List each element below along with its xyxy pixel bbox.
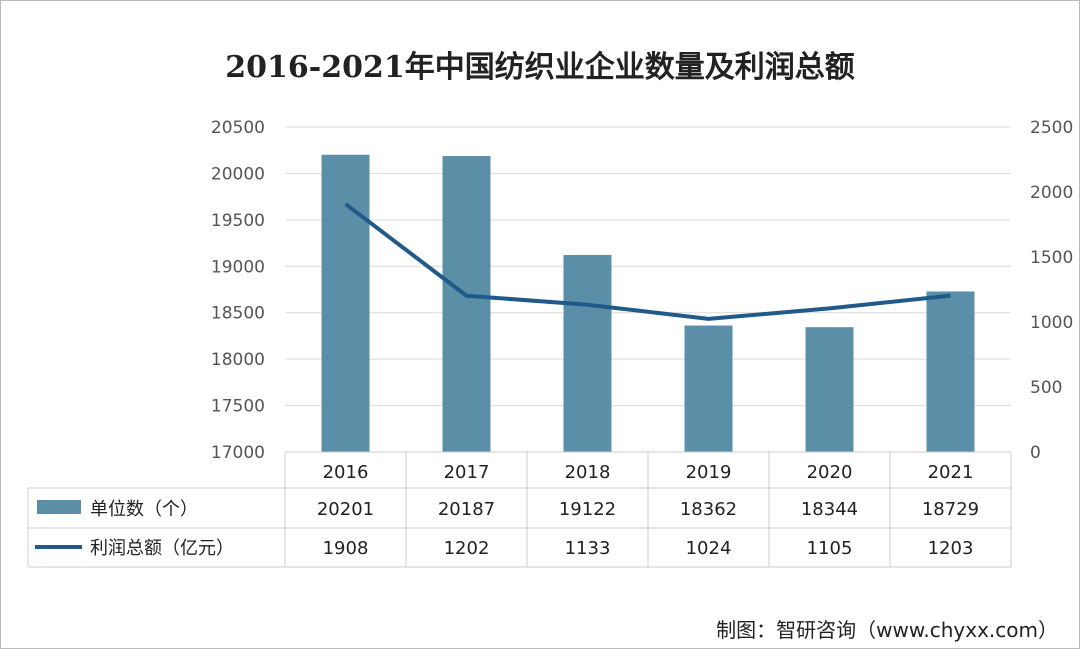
bar: [805, 327, 854, 452]
line-data-label: 1203: [928, 538, 974, 559]
category-label: 2018: [565, 462, 611, 483]
bar-data-label: 19122: [559, 499, 616, 520]
bar: [563, 254, 612, 452]
right-axis-tick: 1000: [1030, 313, 1073, 333]
source-credit: 制图：智研咨询（www.chyxx.com）: [716, 618, 1058, 642]
legend-bar-swatch: [37, 500, 81, 514]
right-axis-tick: 2000: [1030, 183, 1073, 203]
left-axis-tick: 17000: [211, 443, 265, 463]
bar-data-label: 20187: [438, 499, 495, 520]
bar-data-label: 18362: [680, 499, 737, 520]
bar-data-label: 20201: [317, 499, 374, 520]
bar: [926, 291, 975, 452]
line-data-label: 1024: [686, 538, 732, 559]
left-axis-tick: 17500: [211, 397, 265, 417]
line-data-label: 1202: [444, 538, 490, 559]
left-axis-tick: 18000: [211, 350, 265, 370]
category-label: 2021: [928, 462, 974, 483]
line-data-label: 1133: [565, 538, 611, 559]
legend-bar-label: 单位数（个）: [90, 499, 198, 520]
left-axis-tick: 18500: [211, 304, 265, 324]
category-label: 2019: [686, 462, 732, 483]
bar: [321, 154, 370, 452]
legend-line-label: 利润总额（亿元）: [90, 538, 234, 559]
bar: [684, 325, 733, 452]
left-axis-tick: 20000: [211, 164, 265, 184]
left-axis-tick: 20500: [211, 118, 265, 138]
bar-data-label: 18344: [801, 499, 858, 520]
right-axis-tick: 0: [1030, 443, 1041, 463]
right-axis-tick: 1500: [1030, 248, 1073, 268]
line-data-label: 1105: [807, 538, 853, 559]
category-label: 2017: [444, 462, 490, 483]
line-data-label: 1908: [323, 538, 369, 559]
right-axis-tick: 2500: [1030, 118, 1073, 138]
right-axis-tick: 500: [1030, 378, 1062, 398]
chart-title: 2016-2021年中国纺织业企业数量及利润总额: [225, 50, 855, 85]
left-axis-tick: 19500: [211, 211, 265, 231]
profit-line: [344, 202, 951, 321]
bar: [442, 156, 491, 453]
category-label: 2020: [807, 462, 853, 483]
left-axis-tick: 19000: [211, 257, 265, 277]
bar-data-label: 18729: [922, 499, 979, 520]
category-label: 2016: [323, 462, 369, 483]
